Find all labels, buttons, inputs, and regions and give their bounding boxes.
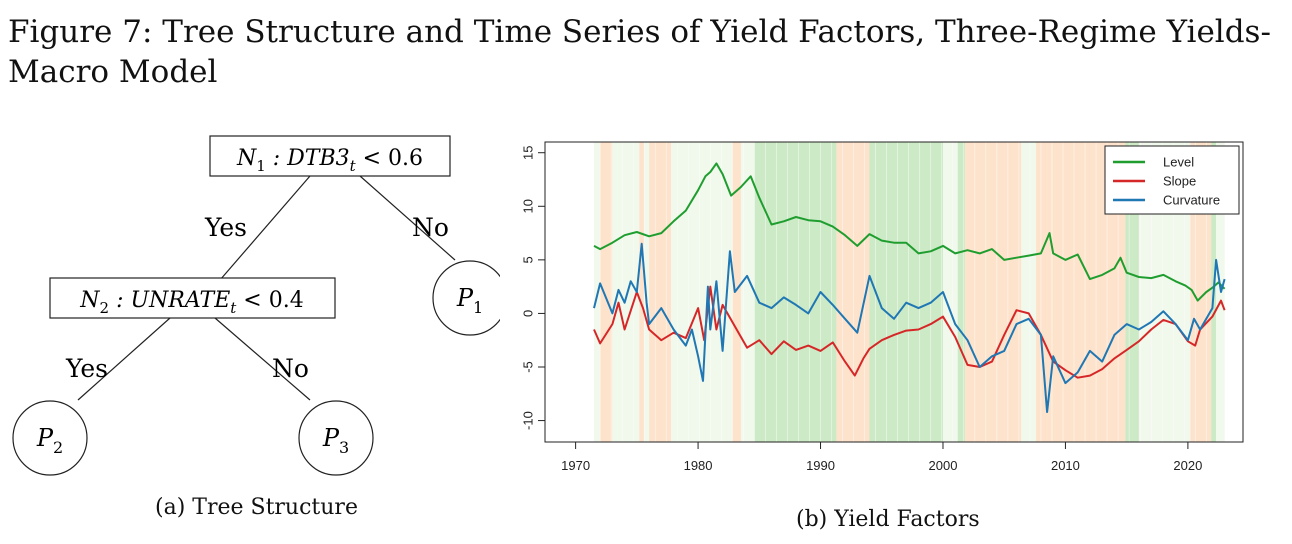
edge-label-yes-2: Yes [65, 354, 108, 383]
regime-band [836, 142, 870, 442]
series-line-curvature [593, 242, 1226, 413]
regime-band [671, 142, 733, 442]
svg-text:N1 : DTB3t < 0.6: N1 : DTB3t < 0.6 [236, 146, 423, 175]
x-tick-label: 2010 [1051, 458, 1080, 473]
regime-band [754, 142, 837, 442]
series-line-level [593, 162, 1226, 302]
legend-label: Level [1163, 155, 1194, 170]
legend: Level Slope Curvature [1104, 145, 1240, 215]
edge-label-no-1: No [412, 213, 449, 242]
split-node-2: N2 : UNRATEt < 0.4 [49, 277, 336, 319]
y-tick-label: 5 [520, 256, 535, 263]
edge-node2-to-leaf2 [77, 317, 171, 401]
caption-yield-factors: (b) Yield Factors [796, 507, 980, 532]
legend-label: Curvature [1163, 193, 1220, 208]
y-tick-label: 0 [520, 310, 535, 317]
y-axis: -10 -5 0 5 10 15 [520, 145, 545, 430]
x-tick-label: 1990 [806, 458, 835, 473]
y-tick-label: 15 [520, 145, 535, 159]
regime-band [612, 142, 640, 442]
svg-text:P1: P1 [456, 284, 483, 317]
y-tick-label: 10 [520, 199, 535, 213]
edge-label-no-2: No [272, 354, 309, 383]
regime-band [869, 142, 943, 442]
x-axis: 1970 1980 1990 2000 2010 2020 [561, 442, 1202, 473]
regime-band [1125, 142, 1139, 442]
y-tick-label: -5 [520, 361, 535, 373]
series-lines [593, 162, 1226, 413]
edge-root-to-node2 [219, 175, 311, 281]
figure-title: Figure 7: Tree Structure and Time Series… [8, 14, 1271, 90]
leaf-node-p1: P1 [432, 260, 500, 336]
edge-node2-to-leaf3 [214, 317, 311, 401]
regime-band [942, 142, 958, 442]
regime-band [740, 142, 755, 442]
x-tick-label: 1970 [561, 458, 590, 473]
regime-band [1021, 142, 1037, 442]
svg-text:P3: P3 [322, 424, 349, 457]
leaf-node-p2: P2 [12, 400, 88, 476]
regime-band [965, 142, 1022, 442]
y-tick-label: -10 [520, 411, 535, 430]
x-tick-label: 1980 [684, 458, 713, 473]
leaf-node-p3: P3 [298, 400, 374, 476]
plot-frame [544, 141, 1244, 443]
x-tick-label: 2000 [929, 458, 958, 473]
regime-band [649, 142, 672, 442]
regime-band [639, 142, 645, 442]
regime-band [957, 142, 966, 442]
regime-shading [593, 142, 1225, 442]
svg-text:P2: P2 [36, 424, 63, 457]
regime-band [732, 142, 741, 442]
svg-text:N2 : UNRATEt < 0.4: N2 : UNRATEt < 0.4 [79, 288, 303, 317]
edge-root-to-leaf1 [359, 175, 456, 261]
yield-factors-chart: 1970 1980 1990 2000 2010 2020 -10 -5 0 5 10 15 Lev… [520, 141, 1244, 473]
legend-label: Slope [1163, 174, 1196, 189]
tree-structure-diagram: N1 : DTB3t < 0.6 N2 : UNRATEt < 0.4 P1 P… [12, 135, 500, 476]
regime-band [1190, 142, 1212, 442]
regime-band [600, 142, 613, 442]
root-node: N1 : DTB3t < 0.6 [209, 135, 451, 177]
x-tick-label: 2020 [1173, 458, 1202, 473]
edge-label-yes-1: Yes [204, 213, 247, 242]
caption-tree-structure: (a) Tree Structure [155, 495, 358, 520]
series-line-slope [593, 285, 1226, 379]
